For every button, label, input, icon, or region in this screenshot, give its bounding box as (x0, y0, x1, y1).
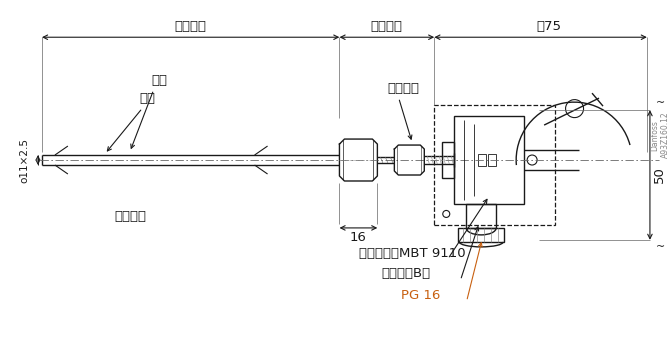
Text: 接长长度: 接长长度 (371, 20, 403, 33)
Text: 插入长度: 插入长度 (175, 20, 206, 33)
Text: Danfoss
A93Z160.12: Danfoss A93Z160.12 (650, 112, 669, 158)
Bar (434, 105, 555, 225)
Text: 变送器型式MBT 9110: 变送器型式MBT 9110 (359, 247, 466, 260)
Text: 护管: 护管 (140, 92, 155, 105)
Text: ~: ~ (657, 98, 665, 108)
Text: o11×2.5: o11×2.5 (19, 137, 29, 182)
Bar (458, 228, 504, 242)
Bar (478, 154, 486, 166)
Text: ~: ~ (657, 242, 665, 252)
Bar (442, 142, 454, 178)
Text: 16: 16 (350, 231, 367, 244)
Bar (454, 116, 524, 204)
Text: 焊接: 焊接 (151, 74, 168, 87)
Text: 50: 50 (653, 166, 666, 184)
Bar (488, 154, 496, 166)
Bar (466, 204, 496, 228)
Text: 连接螺母: 连接螺母 (387, 82, 419, 95)
Text: 联接头，B型: 联接头，B型 (381, 267, 431, 280)
Text: 压力联接: 压力联接 (115, 210, 147, 223)
Text: ～75: ～75 (536, 20, 561, 33)
Text: PG 16: PG 16 (401, 289, 441, 302)
